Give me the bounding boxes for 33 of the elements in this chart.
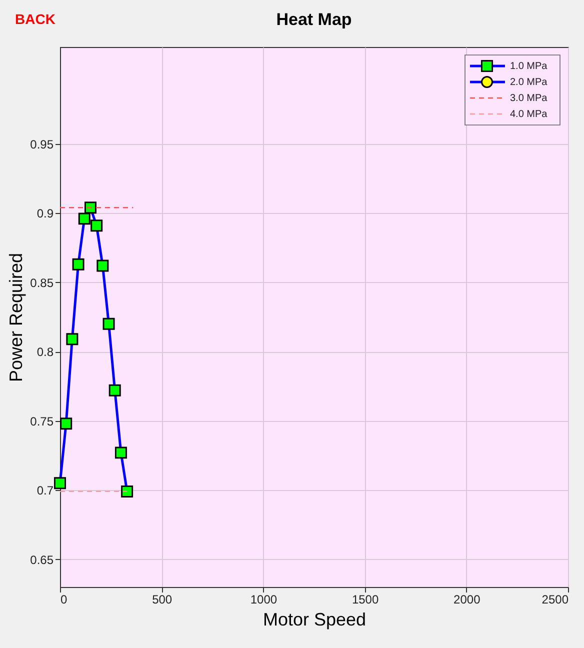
point <box>54 477 66 490</box>
point <box>114 446 127 459</box>
y-tick-label: 0.8 <box>36 345 54 360</box>
point <box>84 202 96 214</box>
point <box>102 318 115 330</box>
y-tick-label: 0.75 <box>30 414 54 428</box>
point <box>121 485 134 498</box>
x-tick-label: 1000 <box>250 592 278 606</box>
x-tick-label: 2000 <box>454 592 481 606</box>
y-tick-label: 0.65 <box>30 552 54 567</box>
x-tick-label: 1500 <box>352 592 379 606</box>
x-tick-label: 2500 <box>542 592 569 606</box>
point <box>78 212 90 225</box>
point <box>108 384 121 396</box>
x-axis-title: Motor Speed <box>262 610 366 630</box>
y-tick-label: 0.95 <box>30 137 54 152</box>
y-axis-title: Power Required <box>6 252 26 382</box>
x-tick-label: 500 <box>152 592 172 606</box>
x-tick-label: 0 <box>60 592 68 606</box>
point <box>90 220 103 232</box>
chart-title: Heat Map <box>276 10 352 29</box>
point <box>60 418 72 430</box>
legend-label: 4.0 MPa <box>510 109 548 120</box>
legend-label: 3.0 MPa <box>510 93 548 104</box>
text: BACK <box>15 11 56 27</box>
y-tick-label: 0.85 <box>30 276 54 290</box>
legend-label: 2.0 MPa <box>510 77 548 88</box>
point <box>66 333 78 346</box>
y-tick-label: 0.7 <box>36 484 54 498</box>
point <box>72 258 84 270</box>
point <box>96 260 109 272</box>
legend-label: 1.0 MPa <box>510 61 548 72</box>
y-tick-label: 0.9 <box>36 206 54 221</box>
